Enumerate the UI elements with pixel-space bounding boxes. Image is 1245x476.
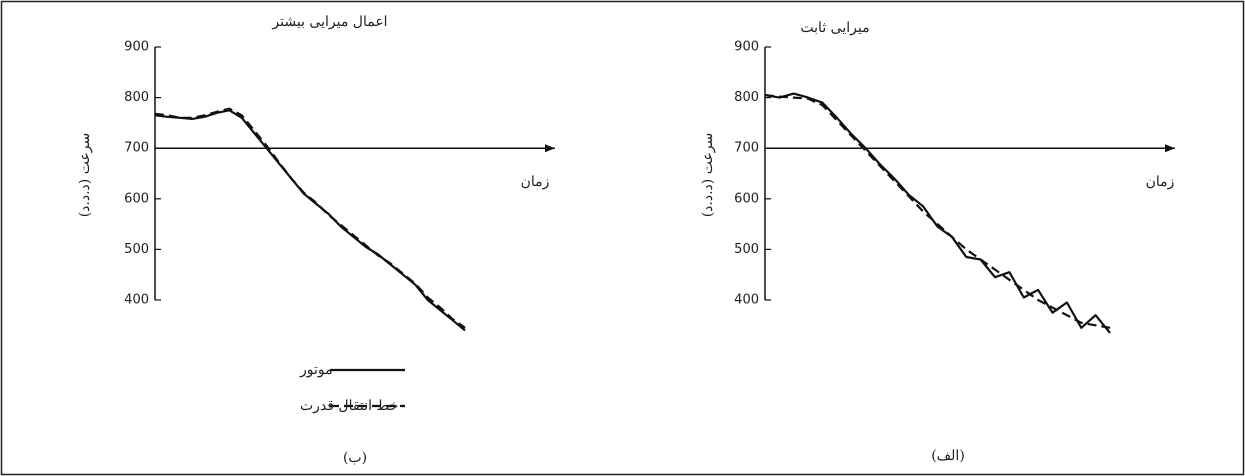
y-axis-label: سرعت (د.د.د)	[77, 133, 93, 218]
y-tick-label: 400	[734, 293, 759, 308]
y-tick-label: 800	[124, 90, 149, 105]
y-tick-label: 900	[124, 40, 149, 55]
x-axis-arrow	[545, 144, 555, 153]
caption: (ب)	[343, 450, 367, 466]
y-tick-label: 800	[734, 90, 759, 105]
legend-label: خط انتقال قدرت	[300, 398, 398, 414]
y-tick-label: 700	[734, 141, 759, 156]
series-line	[154, 109, 466, 332]
y-tick-label: 900	[734, 40, 759, 55]
y-tick-label: 600	[734, 191, 759, 206]
series-line	[764, 94, 1111, 329]
caption: (الف)	[931, 448, 965, 464]
y-tick-label: 400	[124, 293, 149, 308]
y-tick-label: 500	[124, 242, 149, 257]
legend-label: موتور	[299, 362, 333, 378]
series-line	[764, 92, 1111, 334]
x-axis-label: زمان	[521, 174, 550, 190]
series-line	[154, 107, 466, 329]
chart-title: میرایی ثابت	[800, 20, 869, 36]
y-tick-label: 700	[124, 141, 149, 156]
y-axis-label: سرعت (د.د.د)	[700, 133, 716, 218]
x-axis-label: زمان	[1146, 174, 1175, 190]
y-tick-label: 600	[124, 191, 149, 206]
chart-title: اعمال میرایی بیشتر	[271, 14, 387, 30]
y-tick-label: 500	[734, 242, 759, 257]
x-axis-arrow	[1165, 144, 1175, 153]
